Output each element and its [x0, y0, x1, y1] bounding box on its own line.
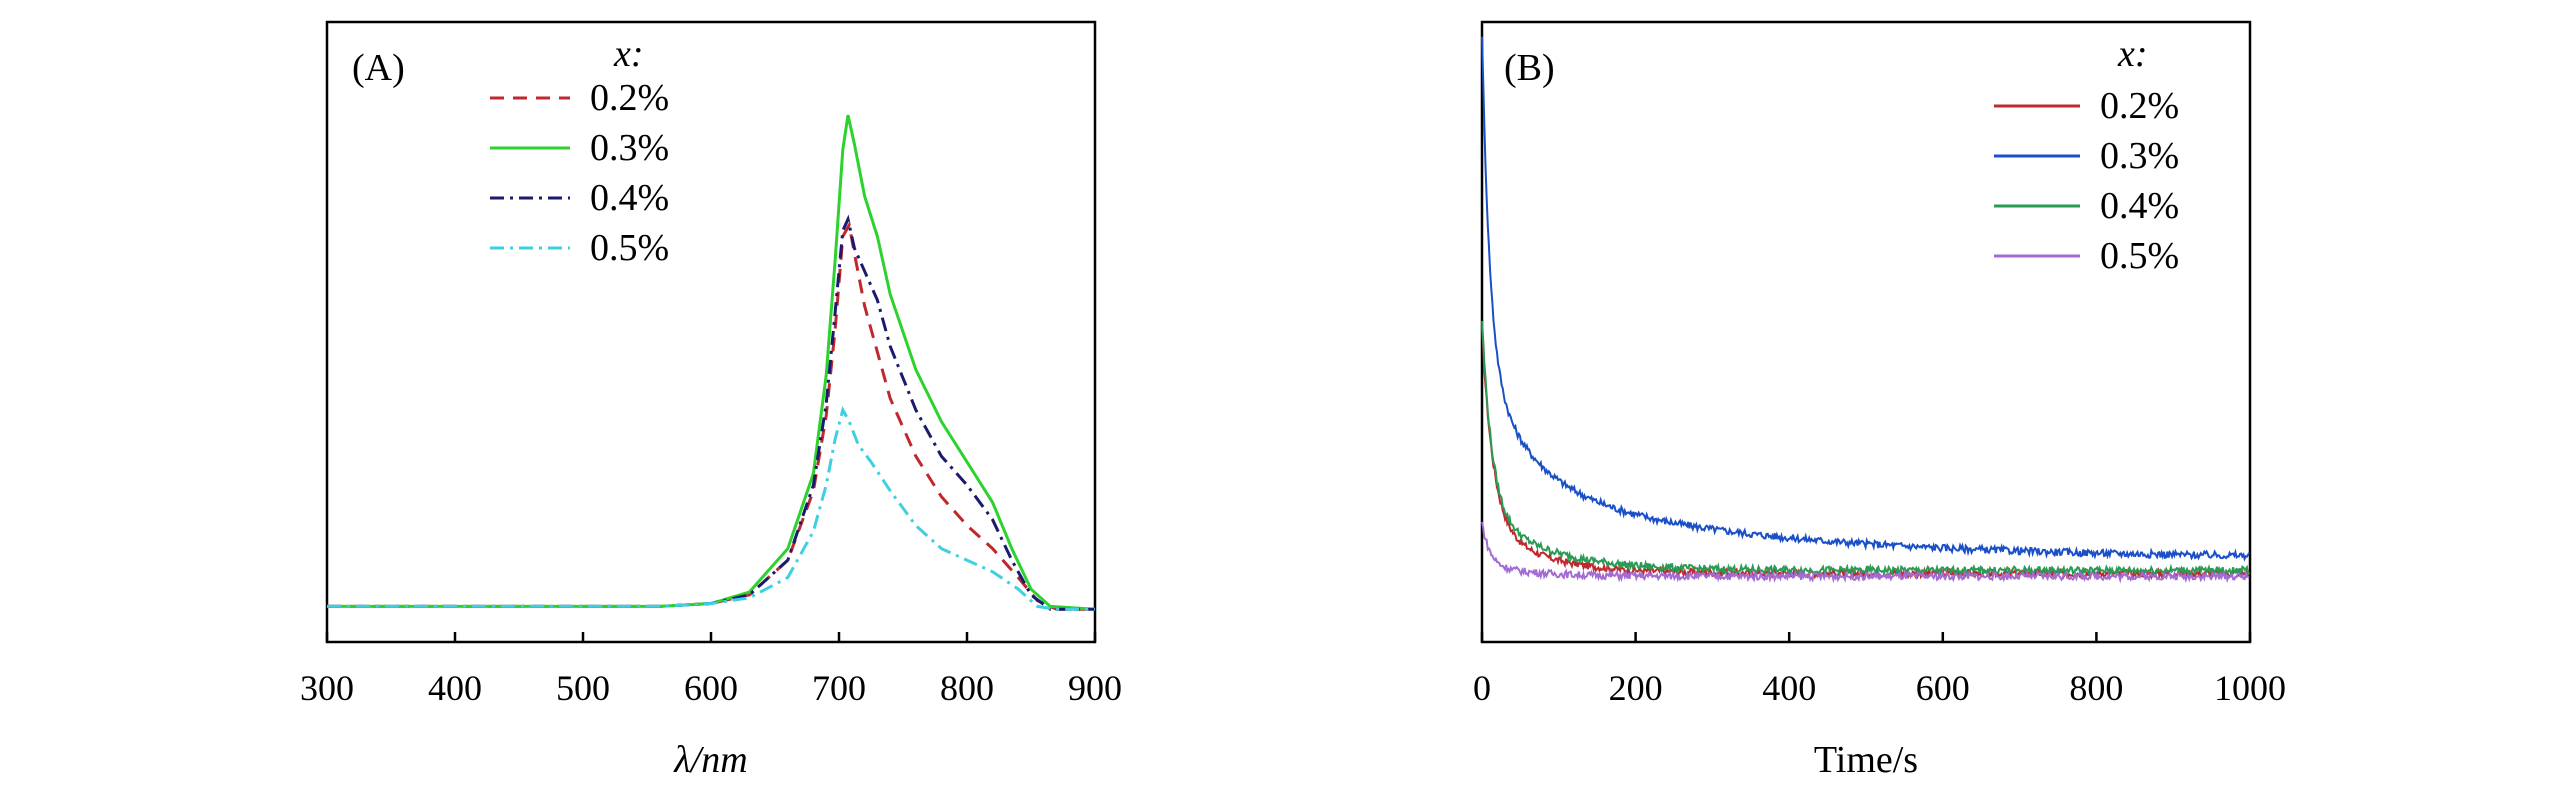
x-tick-label: 400 [1762, 668, 1816, 708]
x-tick-label: 1000 [2214, 668, 2286, 708]
x-tick-label: 900 [1068, 668, 1122, 708]
x-tick-label: 800 [2069, 668, 2123, 708]
legend-label: 0.2% [590, 77, 669, 119]
panel-a-x-axis: 300 400 500 600 700 800 900 [300, 632, 1122, 708]
x-tick-label: 600 [1916, 668, 1970, 708]
legend-label: 0.3% [590, 127, 669, 169]
series-line-0.4pct [327, 214, 1095, 611]
panel-a-x-axis-title: λ/nm [673, 739, 747, 781]
panel-b-legend-title: x: [2117, 33, 2148, 75]
series-line-0.2pct [327, 220, 1095, 611]
legend-label: 0.2% [2100, 85, 2179, 127]
x-tick-label: 0 [1473, 668, 1491, 708]
legend-label: 0.5% [2100, 235, 2179, 277]
panel-b-x-axis: 0 200 400 600 800 1000 [1473, 632, 2286, 708]
x-tick-label: 700 [812, 668, 866, 708]
panel-a-plot-area [327, 114, 1096, 611]
series-line-0.3pct [327, 114, 1096, 611]
legend-label: 0.5% [590, 227, 669, 269]
panel-a-frame [325, 20, 1097, 644]
x-tick-label: 300 [300, 668, 354, 708]
legend-label: 0.4% [590, 177, 669, 219]
series-line-0.2pct [1481, 326, 2251, 581]
x-tick-label: 600 [684, 668, 738, 708]
panel-b-plot-area [1481, 36, 2251, 584]
panel-b-x-axis-title: Time/s [1814, 739, 1918, 781]
series-line-0.5pct [327, 405, 1095, 611]
panel-a-legend-title: x: [613, 33, 644, 75]
panel-a: (A) 300 400 500 600 700 800 900 λ/nm x: 0.2% 0.… [300, 20, 1122, 781]
panel-b-legend: x: 0.2% 0.3% 0.4% 0.5% [1994, 33, 2179, 277]
series-line-0.4pct [1481, 320, 2250, 578]
panel-a-label: (A) [352, 47, 405, 89]
x-tick-label: 200 [1609, 668, 1663, 708]
legend-label: 0.3% [2100, 135, 2179, 177]
x-tick-label: 500 [556, 668, 610, 708]
x-tick-label: 800 [940, 668, 994, 708]
series-line-0.3pct [1481, 36, 2251, 562]
panel-b: (B) 0 200 400 600 800 1000 Time/s x: 0.2% 0.3%… [1473, 20, 2286, 781]
legend-label: 0.4% [2100, 185, 2179, 227]
x-tick-label: 400 [428, 668, 482, 708]
panel-b-label: (B) [1504, 47, 1555, 89]
panel-a-legend: x: 0.2% 0.3% 0.4% 0.5% [490, 33, 669, 269]
series-line-0.5pct [1481, 521, 2250, 584]
